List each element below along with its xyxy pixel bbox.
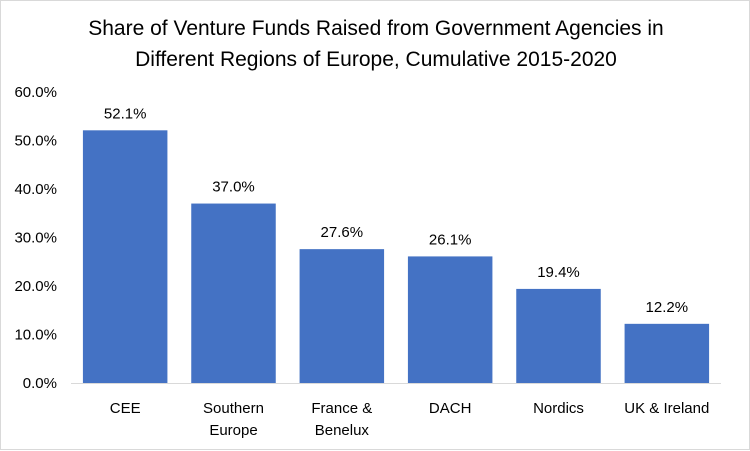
x-category-label: Southern — [203, 400, 264, 417]
y-tick-label: 30.0% — [14, 230, 57, 247]
y-tick-label: 50.0% — [14, 133, 57, 150]
bar-data-label: 26.1% — [429, 231, 472, 248]
x-category-label: CEE — [110, 400, 141, 417]
bar-data-label: 19.4% — [537, 264, 580, 281]
x-category-label: DACH — [429, 400, 472, 417]
bar-data-label: 12.2% — [646, 299, 689, 316]
x-category-label: Europe — [209, 422, 257, 439]
bar — [624, 323, 710, 383]
y-tick-label: 60.0% — [14, 84, 57, 101]
x-axis-category-labels: CEE Southern Europe France & Benelux DACH Nord… — [110, 400, 710, 439]
bar — [516, 288, 601, 383]
x-category-label: Benelux — [315, 422, 370, 439]
bar-data-label: 27.6% — [321, 224, 364, 241]
data-labels: 52.1% 37.0% 27.6% 26.1% 19.4% 12.2% — [104, 105, 688, 316]
chart-title-line-1: Share of Venture Funds Raised from Gover… — [88, 17, 663, 40]
chart-title-line-2: Different Regions of Europe, Cumulative … — [135, 48, 617, 71]
y-tick-label: 10.0% — [14, 327, 57, 344]
x-category-label: France & — [311, 400, 372, 417]
x-category-label: Nordics — [533, 400, 584, 417]
bar-data-label: 52.1% — [104, 105, 147, 122]
bar — [82, 130, 168, 383]
x-category-label: UK & Ireland — [624, 400, 709, 417]
bar — [407, 256, 493, 383]
y-axis-ticks: 0.0% 10.0% 20.0% 30.0% 40.0% 50.0% 60.0% — [14, 84, 57, 392]
y-tick-label: 20.0% — [14, 278, 57, 295]
bar — [191, 203, 276, 383]
bar-data-label: 37.0% — [212, 179, 255, 196]
bar — [299, 249, 385, 383]
y-tick-label: 0.0% — [23, 375, 57, 392]
bars — [82, 130, 710, 383]
y-tick-label: 40.0% — [14, 181, 57, 198]
chart-title: Share of Venture Funds Raised from Gover… — [88, 17, 663, 71]
